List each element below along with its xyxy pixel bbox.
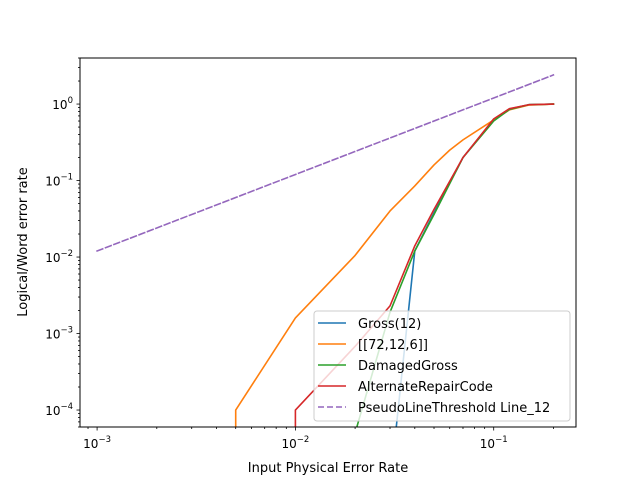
legend-label-1: Gross(12) <box>358 317 421 332</box>
series-line-1 <box>395 103 555 427</box>
y-tick-label: 100 <box>52 96 73 112</box>
y-tick-label: 10−4 <box>45 402 73 418</box>
plot-frame <box>79 57 577 428</box>
x-tick-mantissa: 10 <box>480 437 495 451</box>
y-tick-exponent: −4 <box>60 402 73 412</box>
y-tick-label: 10−1 <box>45 173 73 189</box>
y-tick-exponent: −2 <box>60 249 73 259</box>
x-tick-label: 10−3 <box>83 435 111 451</box>
y-tick-mantissa: 10 <box>52 98 67 112</box>
series-line-4 <box>294 103 555 427</box>
series-line-3 <box>356 103 555 427</box>
x-axis-label: Input Physical Error Rate <box>248 461 408 476</box>
y-tick-exponent: −1 <box>60 173 73 183</box>
x-tick-exponent: −1 <box>495 435 508 445</box>
y-tick-exponent: −3 <box>60 326 73 336</box>
y-tick-mantissa: 10 <box>45 251 60 265</box>
series-line-2 <box>234 103 555 427</box>
y-axis-label: Logical/Word error rate <box>16 167 31 317</box>
x-tick-mantissa: 10 <box>83 437 98 451</box>
y-tick-exponent: 0 <box>68 96 73 106</box>
y-tick-mantissa: 10 <box>45 175 60 189</box>
y-tick-mantissa: 10 <box>45 404 60 418</box>
series-line-5 <box>96 73 555 253</box>
legend-label-3: DamagedGross <box>358 359 458 374</box>
legend-label-4: AlternateRepairCode <box>358 380 493 395</box>
x-tick-exponent: −2 <box>297 435 310 445</box>
legend-entries: Gross(12) [[72,12,6]] DamagedGross Alternat… <box>318 317 550 416</box>
x-tick-mantissa: 10 <box>281 437 296 451</box>
y-tick-label: 10−3 <box>45 326 73 342</box>
x-tick-label: 10−2 <box>281 435 309 451</box>
legend: Gross(12) [[72,12,6]] DamagedGross Alternat… <box>313 310 571 422</box>
x-axis-ticks: 10−3 10−2 10−1 <box>83 427 554 451</box>
legend-label-2: [[72,12,6]] <box>358 338 428 353</box>
x-tick-exponent: −3 <box>98 435 111 445</box>
y-tick-mantissa: 10 <box>45 328 60 342</box>
legend-box <box>313 310 571 422</box>
x-tick-label: 10−1 <box>480 435 508 451</box>
legend-label-5: PseudoLineThreshold Line_12 <box>358 401 550 416</box>
y-tick-label: 10−2 <box>45 249 73 265</box>
